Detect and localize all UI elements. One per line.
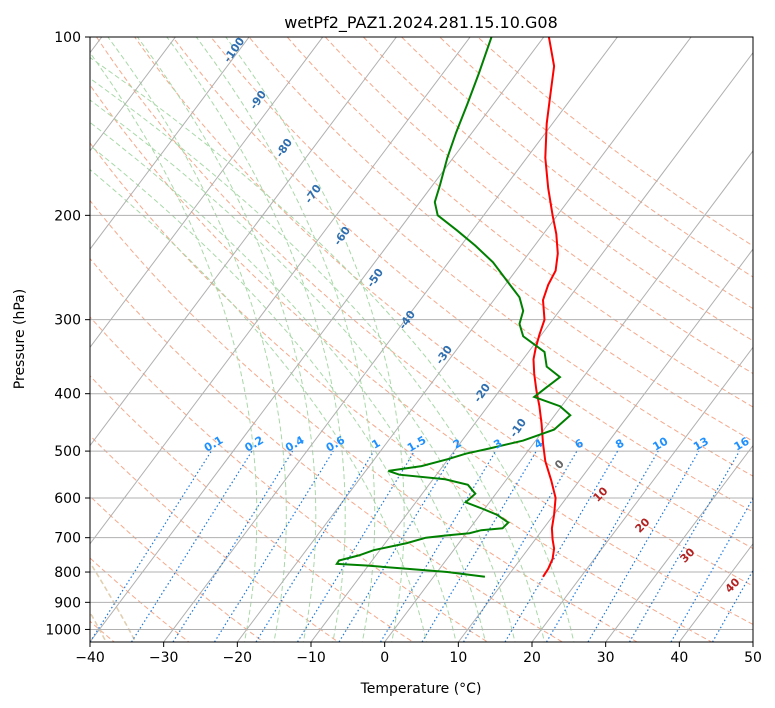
x-tick-label: 10 — [449, 650, 467, 666]
moist-adiabat — [195, 37, 376, 642]
moist-adiabat — [225, 37, 405, 642]
mixing-ratio-line — [90, 450, 212, 642]
reference-curve — [90, 561, 137, 642]
mixing-ratio-line — [172, 450, 294, 642]
x-tick-label: 50 — [744, 650, 762, 666]
axis-ticks: −40 −30 −20 −10 0 10 20 30 40 50 1000 900 800 700 600 5… — [45, 30, 762, 666]
x-tick-label: −40 — [75, 650, 105, 666]
y-tick-label: 800 — [54, 565, 81, 581]
isotherm — [90, 37, 471, 545]
dry-adiabat — [400, 37, 753, 310]
y-tick-label: 600 — [54, 491, 81, 507]
dewpoint-profile — [335, 37, 572, 578]
dry-adiabat — [172, 37, 753, 513]
moist-adiabat — [90, 121, 487, 642]
y-tick-label: 500 — [54, 444, 81, 460]
y-tick-label: 900 — [54, 595, 81, 611]
isotherm — [90, 37, 177, 152]
mixing-ratio-line — [255, 450, 375, 642]
isotherm — [90, 37, 545, 642]
dry-adiabat — [90, 84, 753, 625]
y-tick-label: 400 — [54, 387, 81, 403]
isotherm — [531, 346, 753, 642]
mixing-ratio-line — [338, 450, 456, 642]
isotherm — [457, 248, 753, 642]
moist-adiabat — [90, 99, 516, 642]
y-tick-label: 1000 — [45, 622, 81, 638]
dry-adiabat — [90, 434, 340, 642]
x-tick-label: −30 — [149, 650, 179, 666]
moist-adiabat — [166, 37, 346, 642]
dry-adiabat — [90, 257, 564, 642]
plot-area — [90, 37, 753, 642]
moist-adiabat — [90, 77, 545, 642]
mixing-ratio-line — [130, 450, 253, 642]
mixing-ratio-line — [213, 450, 334, 642]
moist-adiabat — [90, 56, 575, 642]
isotherm — [678, 542, 753, 642]
isotherm — [384, 150, 753, 642]
x-tick-label: 30 — [597, 650, 615, 666]
moist-adiabat — [107, 37, 287, 642]
isotherm — [90, 37, 324, 349]
background-lines — [90, 37, 753, 642]
mixing-ratio-line — [296, 450, 415, 642]
mixing-ratio-line — [421, 450, 537, 642]
x-tick-label: 0 — [380, 650, 389, 666]
mixing-ratio-line — [379, 450, 497, 642]
y-tick-label: 700 — [54, 531, 81, 547]
x-tick-label: 20 — [523, 650, 541, 666]
plot-frame — [89, 36, 754, 643]
y-tick-label: 200 — [54, 208, 81, 224]
sounding-profiles — [335, 37, 572, 578]
moist-adiabat — [90, 144, 457, 642]
x-tick-label: −20 — [223, 650, 253, 666]
temperature-profile — [532, 37, 559, 578]
moist-adiabat — [136, 37, 317, 642]
chart-title: wetPf2_PAZ1.2024.281.15.10.G08 — [284, 13, 558, 33]
dry-adiabat — [95, 37, 753, 587]
x-tick-label: −10 — [296, 650, 326, 666]
x-axis-label: Temperature (°C) — [360, 681, 482, 697]
dry-adiabat — [210, 37, 753, 477]
isotherm — [163, 37, 619, 642]
isotherm — [90, 37, 250, 250]
y-tick-label: 100 — [54, 30, 81, 46]
isotherm — [90, 37, 398, 447]
dry-adiabat — [248, 37, 753, 442]
x-tick-label: 40 — [670, 650, 688, 666]
moist-adiabat — [90, 168, 428, 642]
dry-adiabat — [90, 199, 639, 642]
y-tick-label: 300 — [54, 313, 81, 329]
moist-adiabat — [90, 51, 258, 642]
y-axis-label: Pressure (hPa) — [12, 289, 28, 389]
isotherm — [236, 37, 692, 642]
dry-adiabat — [90, 316, 489, 642]
dry-adiabat — [134, 37, 753, 550]
isotherm — [605, 444, 753, 642]
